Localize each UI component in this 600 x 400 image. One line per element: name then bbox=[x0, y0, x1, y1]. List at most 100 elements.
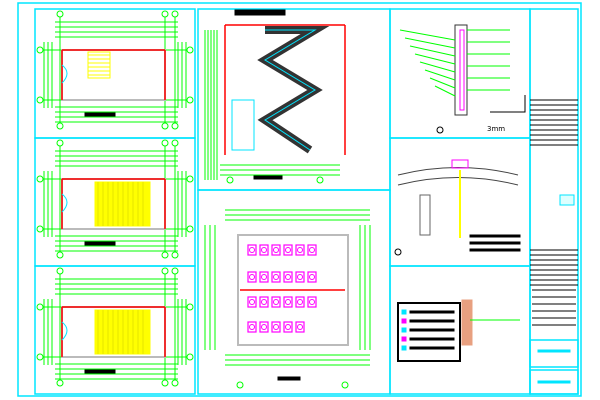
toilet-bowl bbox=[261, 324, 267, 330]
toilet-bowl bbox=[309, 247, 315, 253]
legend-swatch bbox=[401, 336, 407, 342]
grid-axis-bubble bbox=[161, 139, 169, 147]
toilet-fixture bbox=[271, 244, 281, 256]
drawing-title-mark bbox=[84, 112, 116, 117]
stamp-text bbox=[537, 349, 571, 353]
legend-text-line bbox=[409, 337, 455, 341]
grid-axis-bubble bbox=[56, 251, 64, 259]
leader-line bbox=[429, 77, 456, 89]
legend-text-line bbox=[409, 346, 455, 350]
toilet-bowl bbox=[285, 274, 291, 280]
grid-axis-bubble bbox=[36, 353, 44, 361]
grid-axis-bubble bbox=[316, 176, 324, 184]
toilet-bowl bbox=[261, 247, 267, 253]
grid-axis-bubble bbox=[36, 46, 44, 54]
window-opening bbox=[231, 99, 255, 151]
grid-axis-bubble bbox=[36, 225, 44, 233]
drawing-title-mark bbox=[277, 376, 301, 381]
grid-axis-bubble bbox=[36, 303, 44, 311]
drawing-content bbox=[36, 9, 578, 389]
toilet-bowl bbox=[249, 299, 255, 305]
grid-axis-bubble bbox=[56, 267, 64, 275]
toilet-bowl bbox=[261, 274, 267, 280]
grid-axis-bubble bbox=[36, 96, 44, 104]
detail-bubble bbox=[394, 248, 402, 256]
leader-line bbox=[399, 29, 456, 41]
grid-axis-bubble bbox=[171, 122, 179, 130]
toilet-bowl bbox=[273, 299, 279, 305]
stair-flight bbox=[87, 51, 111, 79]
toilet-fixture bbox=[295, 321, 305, 333]
grid-axis-bubble bbox=[56, 379, 64, 387]
leader-line bbox=[409, 45, 456, 57]
toilet-bowl bbox=[285, 324, 291, 330]
company-logo bbox=[559, 194, 575, 206]
grid-axis-bubble bbox=[161, 122, 169, 130]
grid-axis-bubble bbox=[236, 381, 244, 389]
toilet-bowl bbox=[297, 274, 303, 280]
column-detail bbox=[454, 24, 468, 116]
outer-border bbox=[17, 2, 582, 397]
wall-detail bbox=[461, 299, 473, 346]
toilet-bowl bbox=[249, 274, 255, 280]
grid-axis-bubble bbox=[186, 175, 194, 183]
legend-swatch bbox=[401, 318, 407, 324]
legend-text-line bbox=[409, 310, 455, 314]
toilet-bowl bbox=[273, 247, 279, 253]
label-mark bbox=[234, 9, 286, 16]
toilet-bowl bbox=[261, 299, 267, 305]
legend-swatch bbox=[401, 327, 407, 333]
panel-plan-3 bbox=[34, 265, 196, 395]
toilet-fixture bbox=[259, 271, 269, 283]
grid-axis-bubble bbox=[56, 122, 64, 130]
toilet-room-wall bbox=[237, 234, 349, 346]
toilet-fixture bbox=[247, 271, 257, 283]
toilet-fixture bbox=[259, 321, 269, 333]
leader-line bbox=[414, 53, 456, 65]
note-line bbox=[469, 234, 521, 238]
detail-note-text: 3mm bbox=[487, 125, 505, 133]
toilet-fixture bbox=[259, 296, 269, 308]
grid-axis-bubble bbox=[36, 175, 44, 183]
toilet-fixture bbox=[259, 244, 269, 256]
grid-axis-bubble bbox=[161, 251, 169, 259]
stair-outline bbox=[264, 29, 317, 151]
toilet-fixture bbox=[307, 271, 317, 283]
toilet-bowl bbox=[285, 247, 291, 253]
toilet-fixture bbox=[271, 296, 281, 308]
toilet-bowl bbox=[273, 324, 279, 330]
leader-line bbox=[404, 37, 456, 49]
toilet-fixture bbox=[283, 321, 293, 333]
toilet-fixture bbox=[295, 271, 305, 283]
grid-axis-bubble bbox=[161, 10, 169, 18]
stamp-text bbox=[537, 380, 571, 384]
toilet-bowl bbox=[273, 274, 279, 280]
grid-axis-bubble bbox=[341, 381, 349, 389]
grid-axis-bubble bbox=[226, 176, 234, 184]
legend-text-line bbox=[409, 319, 455, 323]
toilet-fixture bbox=[307, 244, 317, 256]
toilet-bowl bbox=[249, 324, 255, 330]
legend-swatch bbox=[401, 309, 407, 315]
drawing-title-mark bbox=[84, 369, 116, 374]
grid-axis-bubble bbox=[186, 46, 194, 54]
grid-axis-bubble bbox=[56, 139, 64, 147]
toilet-fixture bbox=[271, 271, 281, 283]
note-line bbox=[469, 241, 521, 245]
grid-axis-bubble bbox=[161, 267, 169, 275]
door-swing bbox=[61, 321, 68, 341]
toilet-bowl bbox=[249, 247, 255, 253]
toilet-fixture bbox=[283, 271, 293, 283]
drawing-title-mark bbox=[253, 175, 283, 180]
toilet-fixture bbox=[247, 321, 257, 333]
legend-swatch bbox=[401, 345, 407, 351]
grid-axis-bubble bbox=[186, 225, 194, 233]
toilet-bowl bbox=[297, 247, 303, 253]
toilet-fixture bbox=[295, 296, 305, 308]
toilet-fixture bbox=[247, 296, 257, 308]
drawing-title-mark bbox=[84, 241, 116, 246]
toilet-fixture bbox=[283, 296, 293, 308]
detail-bubble bbox=[436, 126, 444, 134]
